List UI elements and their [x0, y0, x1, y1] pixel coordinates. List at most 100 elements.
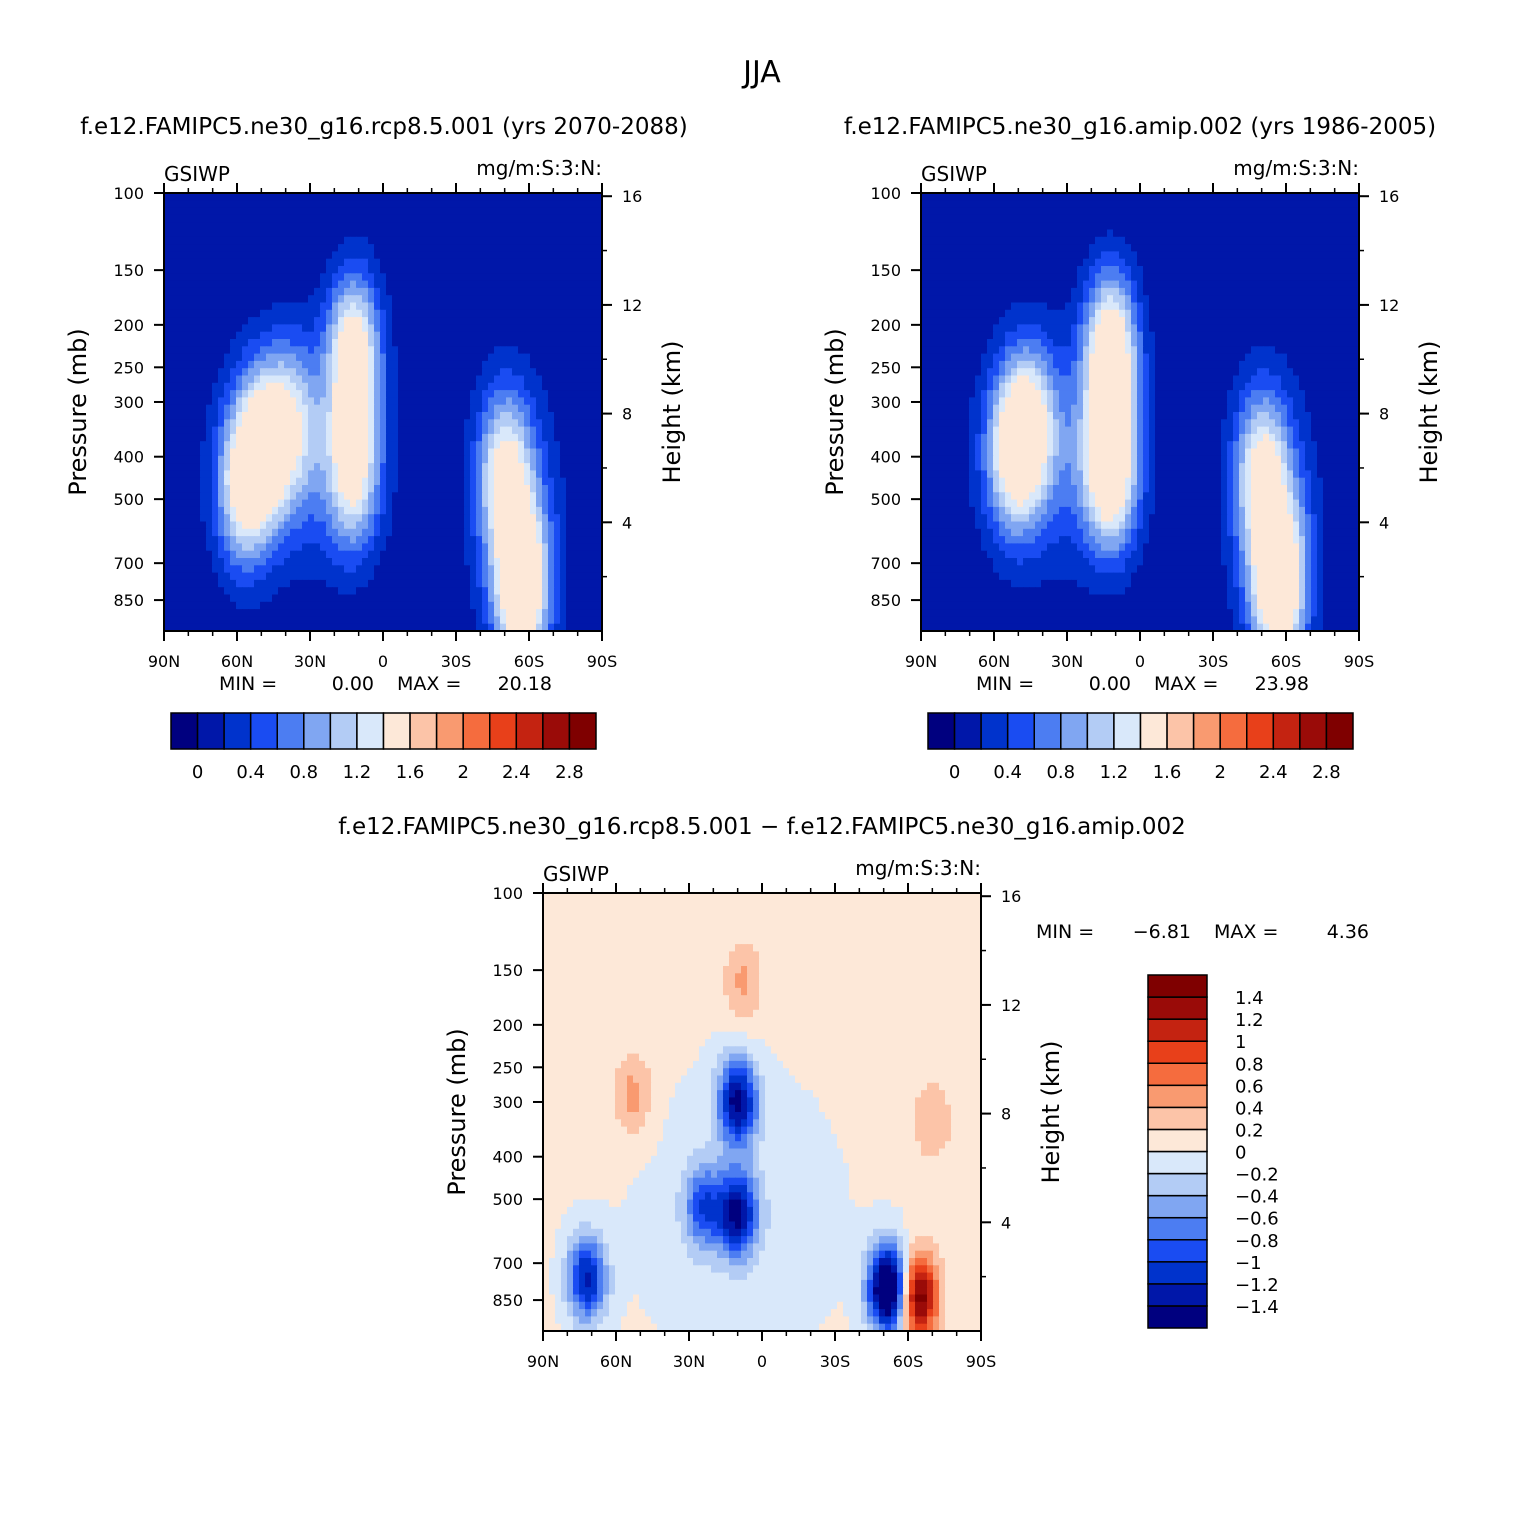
contour-cell — [302, 295, 309, 304]
contour-cell — [356, 579, 363, 588]
contour-cell — [488, 236, 495, 245]
contour-cell — [518, 492, 525, 501]
contour-cell — [548, 302, 555, 311]
contour-cell — [314, 193, 321, 201]
contour-cell — [572, 528, 579, 537]
contour-cell — [554, 360, 561, 369]
contour-cell — [434, 339, 441, 347]
contour-cell — [320, 236, 327, 245]
contour-cell — [362, 280, 369, 289]
contour-cell — [590, 287, 597, 296]
contour-cell — [482, 528, 489, 537]
contour-cell — [464, 419, 471, 428]
contour-cell — [398, 214, 405, 223]
contour-cell — [218, 207, 225, 216]
contour-cell — [452, 222, 459, 231]
contour-cell — [242, 339, 249, 347]
contour-cell — [230, 390, 237, 398]
contour-cell — [182, 222, 189, 231]
contour-cell — [933, 222, 940, 231]
contour-cell — [488, 528, 495, 537]
contour-cell — [596, 419, 602, 428]
contour-cell — [278, 463, 285, 471]
contour-cell — [416, 317, 423, 325]
contour-cell — [488, 565, 495, 574]
contour-cell — [200, 375, 207, 384]
contour-cell — [590, 280, 597, 289]
contour-cell — [314, 331, 321, 340]
contour-cell — [566, 390, 573, 398]
contour-cell — [506, 528, 513, 537]
contour-cell — [254, 477, 261, 486]
contour-cell — [374, 528, 381, 537]
contour-cell — [1347, 193, 1354, 201]
contour-cell — [356, 353, 363, 362]
contour-cell — [542, 521, 549, 530]
contour-cell — [260, 448, 267, 457]
contour-cell — [290, 441, 297, 450]
contour-cell — [362, 463, 369, 471]
contour-cell — [398, 244, 405, 252]
contour-cell — [326, 499, 333, 508]
contour-cell — [344, 485, 351, 493]
contour-cell — [218, 287, 225, 296]
contour-cell — [212, 609, 219, 617]
contour-cell — [536, 214, 543, 223]
contour-cell — [542, 506, 549, 515]
contour-cell — [939, 207, 946, 216]
contour-cell — [308, 579, 315, 588]
contour-cell — [446, 295, 453, 304]
y-tick-label: 500 — [113, 490, 144, 509]
contour-cell — [344, 463, 351, 471]
contour-cell — [548, 572, 555, 581]
contour-cell — [320, 273, 327, 282]
contour-cell — [1317, 222, 1324, 231]
contour-cell — [242, 258, 249, 267]
contour-cell — [584, 222, 591, 231]
contour-cell — [957, 193, 964, 201]
contour-cell — [170, 579, 177, 588]
contour-cell — [584, 426, 591, 435]
contour-cell — [296, 506, 303, 515]
contour-cell — [176, 390, 183, 398]
contour-cell — [260, 587, 267, 596]
contour-cell — [320, 251, 327, 260]
contour-cell — [290, 565, 297, 574]
contour-cell — [1107, 214, 1114, 223]
contour-cell — [284, 441, 291, 450]
contour-cell — [596, 309, 602, 318]
contour-cell — [1119, 229, 1126, 238]
contour-cell — [200, 193, 207, 201]
contour-cell — [524, 295, 531, 304]
contour-cell — [182, 236, 189, 245]
contour-cell — [170, 528, 177, 537]
contour-cell — [296, 499, 303, 508]
contour-cell — [368, 287, 375, 296]
contour-cell — [578, 521, 585, 530]
contour-cell — [200, 623, 207, 631]
contour-cell — [1155, 229, 1162, 238]
contour-cell — [500, 433, 507, 442]
contour-cell — [488, 579, 495, 588]
contour-cell — [524, 579, 531, 588]
contour-cell — [584, 587, 591, 596]
contour-cell — [566, 463, 573, 471]
contour-cell — [248, 528, 255, 537]
contour-cell — [969, 222, 976, 231]
contour-cell — [1089, 214, 1096, 223]
colorbar-label: 0 — [192, 762, 203, 783]
contour-cell — [524, 572, 531, 581]
contour-cell — [560, 485, 567, 493]
contour-cell — [200, 543, 207, 552]
contour-cell — [338, 236, 345, 245]
contour-cell — [278, 499, 285, 508]
contour-cell — [224, 382, 231, 391]
contour-cell — [356, 324, 363, 333]
contour-cell — [512, 309, 519, 318]
contour-cell — [194, 200, 201, 209]
contour-cell — [242, 579, 249, 588]
contour-cell — [332, 477, 339, 486]
contour-cell — [428, 528, 435, 537]
contour-cell — [272, 331, 279, 340]
contour-cell — [536, 382, 543, 391]
